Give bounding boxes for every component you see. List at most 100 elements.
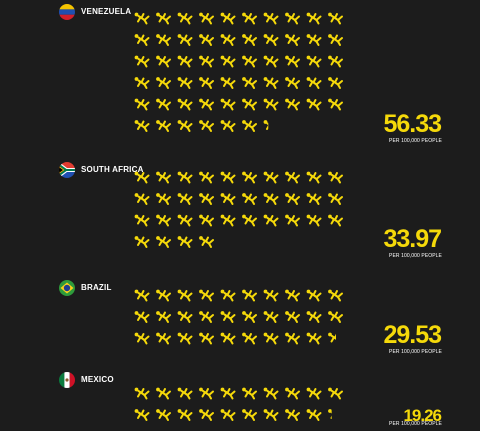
body-icon xyxy=(134,311,150,323)
rate-unit-label: PER 100,000 PEOPLE xyxy=(389,420,442,427)
body-icon xyxy=(220,409,236,421)
body-icon xyxy=(328,214,343,227)
body-icon xyxy=(220,171,236,184)
body-icon xyxy=(306,332,322,345)
body-icon xyxy=(306,214,322,227)
body-icon xyxy=(134,236,150,248)
body-icon xyxy=(220,332,236,345)
body-icon xyxy=(242,387,257,400)
body-icon xyxy=(328,409,332,419)
body-icon xyxy=(199,236,214,248)
body-icon xyxy=(242,193,257,205)
body-icon xyxy=(328,55,343,68)
body-icon xyxy=(306,12,322,25)
body-icon xyxy=(263,387,279,400)
body-icon xyxy=(134,171,150,184)
body-icon xyxy=(199,12,214,25)
body-icon xyxy=(199,387,214,400)
body-icon xyxy=(199,171,214,184)
body-icon xyxy=(306,311,322,323)
body-icon xyxy=(177,311,193,323)
body-icon xyxy=(285,98,300,111)
body-icon xyxy=(177,55,193,68)
body-icon xyxy=(199,193,214,205)
body-icon xyxy=(263,77,279,89)
body-icon xyxy=(199,409,214,421)
rate-value: 33.97 xyxy=(383,224,442,253)
body-icon xyxy=(134,55,150,68)
body-icon xyxy=(134,289,150,302)
body-icon xyxy=(328,77,343,89)
body-icon xyxy=(199,311,214,323)
body-icon xyxy=(199,332,214,345)
body-icon xyxy=(199,77,214,89)
body-icon xyxy=(220,193,236,205)
body-icon xyxy=(220,387,236,400)
body-icon xyxy=(199,34,214,46)
body-icon xyxy=(134,77,150,89)
body-icon xyxy=(156,332,171,345)
body-icon xyxy=(328,12,343,25)
body-icon xyxy=(242,311,257,323)
body-icon xyxy=(156,77,171,89)
body-icon xyxy=(285,289,300,302)
rate-value: 56.33 xyxy=(383,109,442,138)
body-icon xyxy=(156,236,171,248)
body-icon xyxy=(156,409,171,421)
body-icon xyxy=(220,12,236,25)
body-icon xyxy=(242,214,257,227)
body-icon xyxy=(199,55,214,68)
body-icon xyxy=(263,34,279,46)
body-icon xyxy=(156,289,171,302)
body-icon xyxy=(242,332,257,345)
body-icon xyxy=(177,34,193,46)
body-icon xyxy=(220,55,236,68)
rate-value: 29.53 xyxy=(383,321,442,349)
body-icon xyxy=(156,387,171,400)
body-icon xyxy=(199,289,214,302)
body-icon xyxy=(242,289,257,302)
body-icon xyxy=(242,34,257,46)
body-icon xyxy=(328,289,343,302)
body-icon xyxy=(134,98,150,111)
body-icon xyxy=(285,311,300,323)
body-icon xyxy=(328,98,343,111)
body-icon xyxy=(156,12,171,25)
body-icon xyxy=(220,311,236,323)
body-icon xyxy=(285,387,300,400)
body-icon xyxy=(263,311,279,323)
body-icon xyxy=(134,12,150,25)
body-icon xyxy=(199,120,214,132)
body-icon xyxy=(285,12,300,25)
body-icon xyxy=(177,214,193,227)
body-icon xyxy=(156,193,171,205)
body-icon xyxy=(328,171,343,184)
body-icon xyxy=(156,120,171,132)
country-name: BRAZIL xyxy=(81,283,112,292)
body-icon xyxy=(177,236,193,248)
body-icon xyxy=(177,332,193,345)
body-icon xyxy=(306,98,322,111)
body-icon xyxy=(156,311,171,323)
body-icon xyxy=(285,214,300,227)
body-icon xyxy=(242,171,257,184)
body-icon xyxy=(328,311,343,323)
body-icon xyxy=(220,98,236,111)
body-icon xyxy=(242,98,257,111)
body-icon xyxy=(306,409,322,421)
body-icon xyxy=(177,387,193,400)
body-icon xyxy=(263,171,279,184)
country-name: VENEZUELA xyxy=(81,7,132,16)
body-icon xyxy=(328,34,343,46)
flag-icon xyxy=(59,4,75,20)
body-icon xyxy=(177,171,193,184)
body-icon xyxy=(177,77,193,89)
body-icon xyxy=(177,98,193,111)
body-icon xyxy=(177,193,193,205)
body-icon xyxy=(134,120,150,132)
body-icon xyxy=(285,193,300,205)
